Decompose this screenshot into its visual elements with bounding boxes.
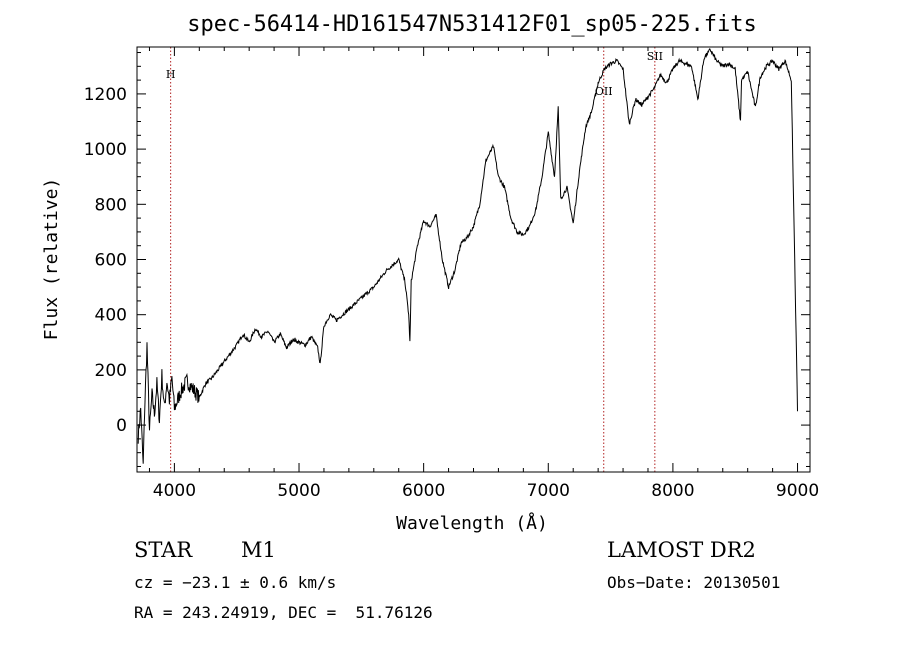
- coordinates: RA = 243.24919, DEC = 51.76126: [134, 603, 433, 622]
- redshift-value: cz = −23.1 ± 0.6 km/s: [134, 573, 337, 592]
- y-tick-label: 0: [116, 416, 127, 436]
- x-tick-label: 5000: [277, 481, 320, 501]
- survey-label: LAMOST DR2: [607, 538, 756, 562]
- object-subclass: M1: [241, 538, 276, 562]
- y-axis-label: Flux (relative): [41, 178, 62, 341]
- object-class: STAR: [134, 538, 193, 562]
- axes: 4000 5000 6000 7000 8000 9000 0 200 400 600 800 100…: [84, 47, 819, 501]
- line-marker-label-h: H: [166, 68, 176, 81]
- x-tick-label: 8000: [651, 481, 694, 501]
- chart-title: spec-56414-HD161547N531412F01_sp05-225.f…: [187, 12, 757, 37]
- line-marker-label-sii: SII: [647, 50, 663, 63]
- line-marker-label-oii: OII: [595, 85, 613, 98]
- y-tick-label: 1200: [84, 85, 127, 105]
- y-tick-label: 600: [95, 251, 127, 271]
- plot-area: H OII SII: [137, 47, 798, 472]
- y-tick-label: 1000: [84, 140, 127, 160]
- x-tick-label: 9000: [776, 481, 819, 501]
- x-tick-label: 7000: [527, 481, 570, 501]
- x-tick-label: 6000: [402, 481, 445, 501]
- x-tick-label: 4000: [153, 481, 196, 501]
- spectrum-line: [137, 47, 798, 464]
- observation-date: Obs−Date: 20130501: [607, 573, 781, 592]
- x-axis-label: Wavelength (Å): [396, 512, 548, 534]
- y-tick-label: 400: [95, 306, 127, 326]
- plot-frame: [136, 46, 811, 473]
- y-tick-label: 800: [95, 195, 127, 215]
- y-tick-label: 200: [95, 361, 127, 381]
